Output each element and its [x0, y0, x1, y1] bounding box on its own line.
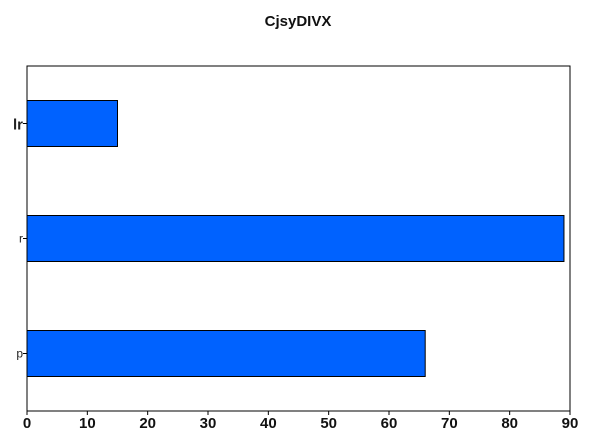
y-tick-label-p: p [16, 347, 23, 361]
x-tick-label-60: 60 [381, 415, 398, 432]
bar-lr [26, 100, 118, 147]
x-tick-label-80: 80 [501, 415, 518, 432]
x-tick-label-20: 20 [139, 415, 156, 432]
plot-frame [26, 65, 571, 412]
x-tick-label-50: 50 [320, 415, 337, 432]
y-tick-label-r: r [19, 232, 23, 246]
bars-layer [26, 100, 565, 377]
y-axis-ticks: lr r p [13, 117, 27, 361]
bar-r [26, 215, 565, 262]
x-tick-label-0: 0 [23, 415, 31, 432]
x-tick-label-30: 30 [200, 415, 217, 432]
bar-p [26, 330, 426, 377]
x-tick-label-40: 40 [260, 415, 277, 432]
x-tick-label-10: 10 [79, 415, 96, 432]
x-tick-label-90: 90 [562, 415, 579, 432]
chart-title: CjsyDIVX [265, 13, 332, 30]
x-axis-ticks: 0 10 20 30 40 50 60 70 80 90 [23, 411, 579, 432]
x-tick-label-70: 70 [441, 415, 458, 432]
y-tick-label-lr: lr [13, 117, 23, 134]
